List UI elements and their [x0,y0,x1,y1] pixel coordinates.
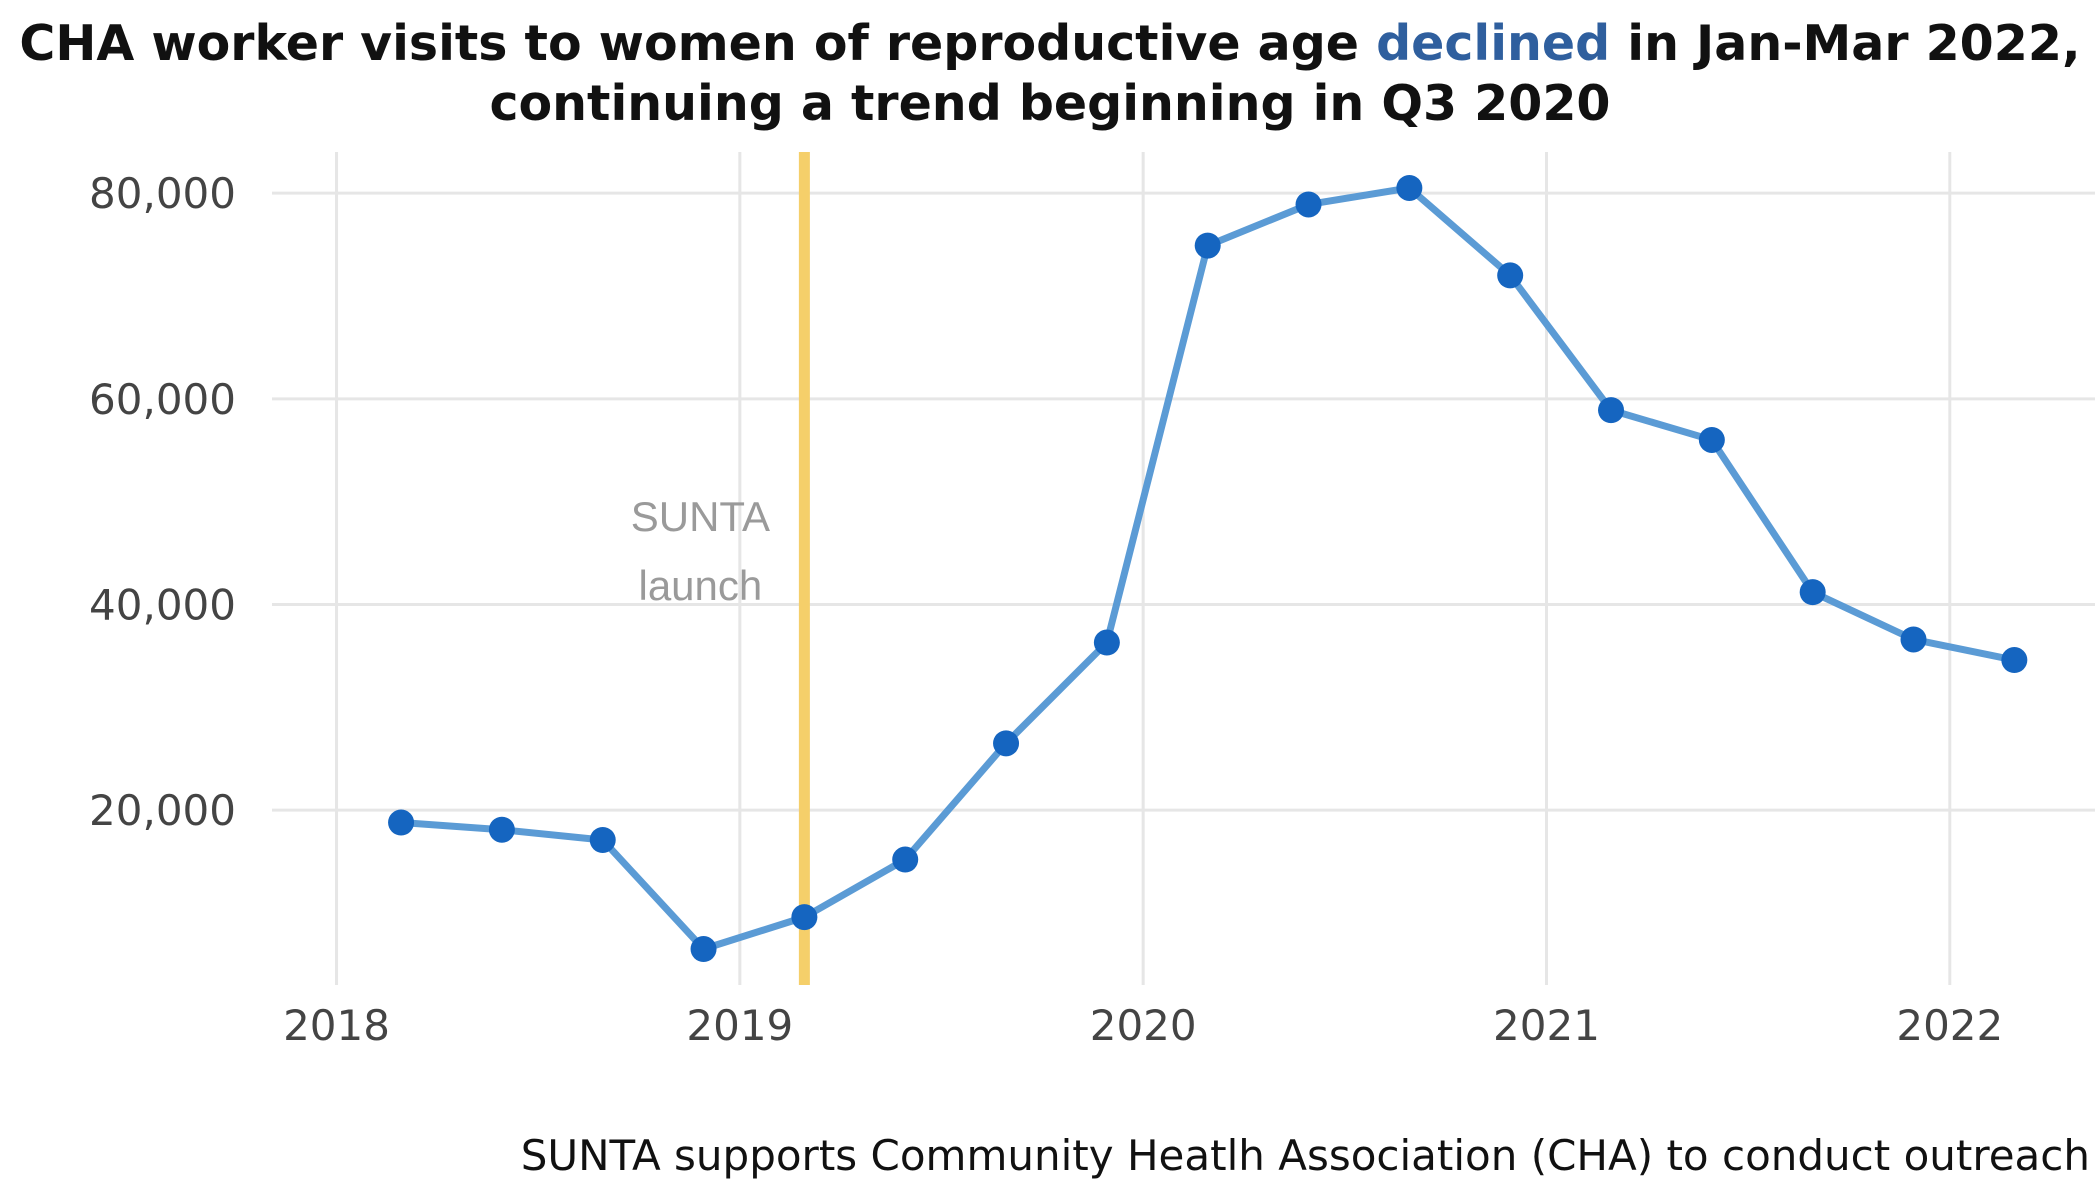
gridlines [272,152,2095,985]
data-point-2 [589,826,616,853]
title-highlight-declined: declined [1376,15,1611,72]
data-point-13 [1698,426,1725,453]
x-tick-label-2020: 2020 [1090,1001,1197,1050]
x-axis: 2018 2019 2020 2021 2022 [283,1001,2003,1050]
y-tick-label-80000: 80,000 [89,169,236,218]
sunta-launch-label-0: SUNTA [631,493,770,540]
data-point-0 [388,809,415,836]
data-point-6 [993,730,1020,757]
x-tick-label-2022: 2022 [1896,1001,2003,1050]
y-tick-label-40000: 40,000 [89,580,236,629]
data-point-8 [1194,232,1221,259]
data-point-10 [1396,174,1423,201]
data-point-15 [1900,626,1927,653]
sunta-launch-label-1: launch [638,562,762,609]
data-point-7 [1093,629,1120,656]
chart-title-line-2: continuing a trend beginning in Q3 2020 [489,75,1611,132]
title-text-after: in Jan-Mar 2022, [1610,15,2081,72]
chart-title-line-1: CHA worker visits to women of reproducti… [0,14,2100,74]
data-point-5 [892,846,919,873]
chart-caption: SUNTA supports Community Heatlh Associat… [520,1131,2090,1180]
x-tick-label-2018: 2018 [283,1001,390,1050]
data-point-9 [1295,191,1322,218]
x-tick-label-2021: 2021 [1493,1001,1600,1050]
data-point-1 [488,816,515,843]
visits-series [388,174,2028,963]
y-tick-label-20000: 20,000 [89,786,236,835]
data-point-11 [1497,262,1524,289]
data-point-3 [690,936,717,963]
title-text-before: CHA worker visits to women of reproducti… [19,15,1377,72]
sunta-launch-marker: SUNTA launch [631,152,810,985]
chart-title: CHA worker visits to women of reproducti… [0,14,2100,134]
data-point-4 [791,904,818,931]
data-point-14 [1799,579,1826,606]
data-point-12 [1598,397,1625,424]
data-point-16 [2001,647,2028,674]
y-tick-label-60000: 60,000 [89,375,236,424]
y-axis: 20,000 40,000 60,000 80,000 [89,169,236,835]
x-tick-label-2019: 2019 [686,1001,793,1050]
